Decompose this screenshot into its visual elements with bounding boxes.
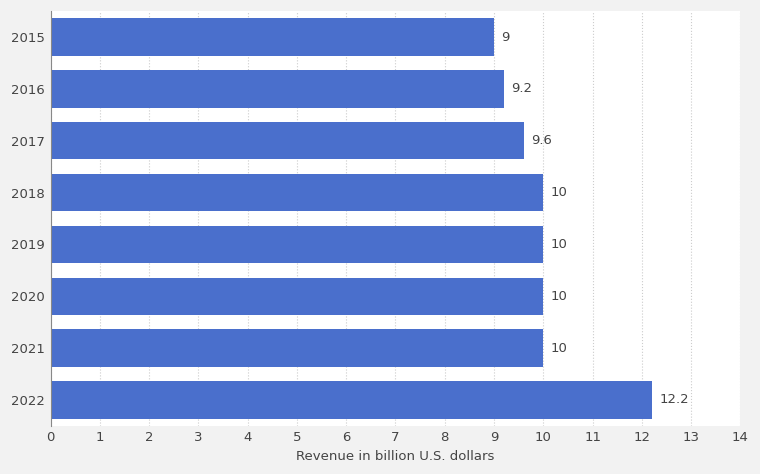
Bar (51, 226, 543, 263)
Text: 10: 10 (551, 342, 568, 355)
Bar (51, 374, 740, 426)
Bar (51, 122, 524, 159)
Bar (51, 11, 740, 63)
Bar (51, 167, 740, 219)
Bar (51, 329, 543, 367)
X-axis label: Revenue in billion U.S. dollars: Revenue in billion U.S. dollars (296, 450, 495, 463)
Text: 10: 10 (551, 290, 568, 303)
Text: 10: 10 (551, 238, 568, 251)
Text: 9.2: 9.2 (511, 82, 532, 95)
Bar (51, 270, 740, 322)
Bar (51, 381, 652, 419)
Text: 9.6: 9.6 (531, 134, 552, 147)
Bar (51, 63, 740, 115)
Bar (51, 322, 740, 374)
Bar (51, 219, 740, 270)
Bar (51, 174, 543, 211)
Text: 9: 9 (502, 30, 510, 44)
Text: 12.2: 12.2 (659, 393, 689, 406)
Bar (51, 18, 494, 55)
Bar (51, 278, 543, 315)
Bar (51, 115, 740, 167)
Text: 10: 10 (551, 186, 568, 199)
Bar (51, 70, 504, 108)
